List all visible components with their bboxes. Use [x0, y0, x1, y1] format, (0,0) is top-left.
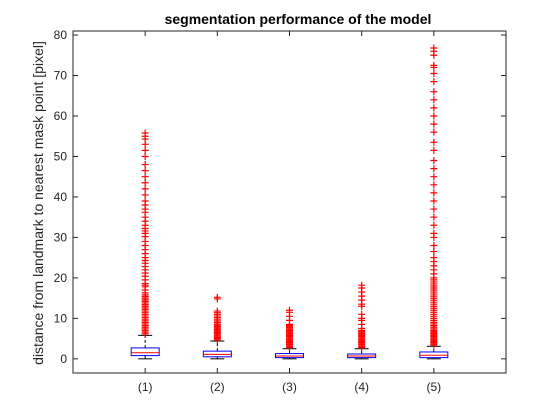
- outlier-marker: [430, 221, 438, 229]
- outlier-marker: [430, 229, 438, 237]
- plot-area: 0 10 20 30 40 50 60 70 80 (1) (2) (3) (4) (5): [54, 28, 507, 394]
- outlier-marker: [430, 44, 438, 52]
- outlier-marker: [358, 281, 366, 289]
- outlier-marker: [430, 146, 438, 154]
- y-tick-label: 80: [54, 28, 68, 42]
- outlier-marker: [141, 161, 149, 169]
- outlier-marker: [213, 293, 221, 301]
- y-tick-label: 60: [54, 109, 68, 123]
- outlier-marker: [430, 157, 438, 165]
- outlier-marker: [430, 173, 438, 181]
- x-tick-label: (2): [210, 380, 225, 394]
- outlier-marker: [430, 69, 438, 77]
- y-tick-label: 30: [54, 230, 68, 244]
- outlier-marker: [141, 197, 149, 205]
- outlier-marker: [430, 120, 438, 128]
- chart-title: segmentation performance of the model: [165, 11, 432, 27]
- outlier-marker: [430, 242, 438, 250]
- outlier-marker: [430, 88, 438, 96]
- y-tick-label: 20: [54, 271, 68, 285]
- outlier-marker: [430, 205, 438, 213]
- x-tick-label: (3): [282, 380, 297, 394]
- outlier-marker: [141, 185, 149, 193]
- outlier-marker: [213, 307, 221, 315]
- outlier-marker: [430, 181, 438, 189]
- outlier-marker: [141, 146, 149, 154]
- outlier-marker: [430, 112, 438, 120]
- y-tick-label: 10: [54, 311, 68, 325]
- outlier-marker: [430, 213, 438, 221]
- outlier-marker: [430, 128, 438, 136]
- outlier-marker: [141, 179, 149, 187]
- outlier-marker: [430, 104, 438, 112]
- y-tick-label: 50: [54, 149, 68, 163]
- outlier-marker: [430, 165, 438, 173]
- outlier-marker: [286, 306, 293, 314]
- outlier-marker: [430, 189, 438, 197]
- outlier-marker: [430, 197, 438, 205]
- iqr-box: [130, 347, 160, 357]
- axes-frame: [72, 30, 507, 374]
- outlier-marker: [430, 61, 438, 69]
- y-tick-label: 40: [54, 190, 68, 204]
- outlier-marker: [141, 167, 149, 175]
- outlier-marker: [141, 129, 149, 137]
- outlier-marker: [358, 310, 366, 318]
- x-tick-label: (5): [426, 380, 441, 394]
- y-tick-label: 70: [54, 69, 68, 83]
- outlier-marker: [141, 191, 149, 199]
- outlier-marker: [430, 78, 438, 86]
- outlier-marker: [141, 173, 149, 181]
- outlier-marker: [430, 138, 438, 146]
- outlier-marker: [141, 152, 149, 160]
- x-tick-label: (1): [138, 380, 153, 394]
- outlier-marker: [430, 248, 438, 256]
- y-axis-label: distance from landmark to nearest mask p…: [30, 41, 46, 365]
- outlier-marker: [430, 96, 438, 104]
- outlier-marker: [430, 254, 438, 262]
- x-tick-label: (4): [354, 380, 369, 394]
- y-tick-label: 0: [60, 352, 67, 366]
